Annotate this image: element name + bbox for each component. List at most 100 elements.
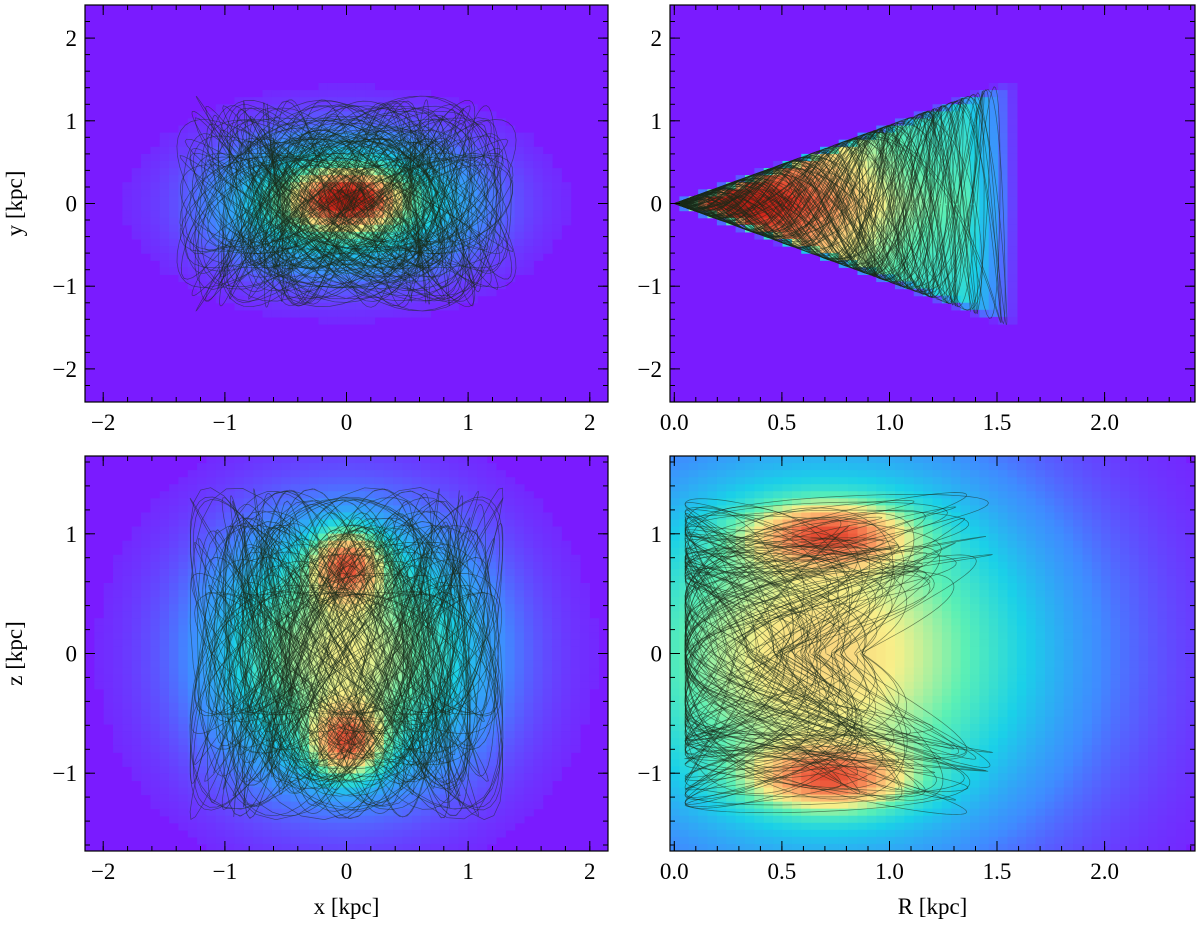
- heatmap-cell: [290, 639, 301, 648]
- orbit-traces: [176, 95, 517, 312]
- heatmap-cell: [514, 224, 525, 233]
- heatmap-cell: [318, 822, 329, 831]
- heatmap-cell: [505, 681, 516, 690]
- heatmap-cell: [178, 253, 189, 261]
- heatmap-cell: [337, 189, 348, 198]
- heatmap-cell: [309, 829, 320, 838]
- heatmap-cell: [923, 111, 934, 120]
- heatmap-cell: [402, 463, 413, 471]
- heatmap-cell: [150, 724, 161, 732]
- heatmap-cell: [449, 822, 460, 831]
- heatmap-cell: [169, 203, 179, 212]
- heatmap-cell: [281, 787, 292, 796]
- heatmap-cell: [141, 716, 151, 725]
- heatmap-cell: [225, 794, 236, 803]
- heatmap-cell: [215, 526, 226, 535]
- heatmap-cell: [206, 815, 217, 824]
- heatmap-cell: [346, 295, 357, 304]
- heatmap-cell: [290, 463, 301, 471]
- heatmap-cell: [542, 646, 553, 655]
- heatmap-cell: [988, 90, 999, 98]
- heatmap-cell: [150, 681, 161, 690]
- heatmap-cell: [159, 801, 170, 810]
- heatmap-cell: [215, 653, 226, 662]
- heatmap-cell: [579, 667, 590, 676]
- heatmap-cell: [346, 182, 357, 190]
- heatmap-cell: [941, 231, 952, 240]
- heatmap-cell: [150, 498, 161, 506]
- heatmap-cell: [327, 561, 338, 570]
- heatmap-cell: [346, 815, 357, 824]
- heatmap-cell: [1007, 253, 1018, 261]
- heatmap-cell: [234, 498, 245, 506]
- heatmap-cell: [113, 731, 123, 739]
- heatmap-cell: [178, 238, 189, 247]
- heatmap-cell: [505, 153, 516, 162]
- heatmap-cell: [1007, 316, 1018, 325]
- heatmap-cell: [159, 695, 170, 704]
- heatmap-cell: [542, 224, 553, 233]
- heatmap-cell: [402, 808, 413, 817]
- heatmap-cell: [393, 111, 404, 120]
- heatmap-cell: [449, 210, 460, 219]
- heatmap-cell: [206, 196, 217, 205]
- heatmap-cell: [477, 752, 488, 760]
- heatmap-cell: [393, 505, 404, 514]
- heatmap-cell: [141, 519, 151, 528]
- heatmap-cell: [197, 597, 208, 605]
- heatmap-cell: [253, 787, 264, 796]
- heatmap-cell: [206, 146, 217, 155]
- heatmap-cell: [467, 246, 478, 254]
- heatmap-cell: [477, 231, 488, 240]
- heatmap-cell: [187, 554, 198, 563]
- heatmap-cell: [533, 253, 544, 261]
- heatmap-cell: [197, 815, 208, 824]
- heatmap-cell: [913, 146, 924, 155]
- heatmap-cell: [402, 491, 413, 499]
- heatmap-cell: [486, 470, 497, 478]
- heatmap-cell: [533, 660, 544, 669]
- heatmap-cell: [495, 118, 506, 127]
- heatmap-cell: [941, 189, 952, 198]
- heatmap-cell: [122, 681, 133, 690]
- heatmap-cell: [290, 125, 301, 134]
- heatmap-cell: [225, 547, 236, 556]
- heatmap-cell: [533, 597, 544, 605]
- heatmap-cell: [159, 702, 170, 711]
- heatmap-cell: [253, 146, 264, 155]
- heatmap-cell: [514, 597, 525, 605]
- heatmap-cell: [187, 639, 198, 648]
- heatmap-cell: [346, 533, 357, 542]
- heatmap-cell: [533, 667, 544, 676]
- heatmap-cell: [988, 125, 999, 134]
- heatmap-cell: [225, 681, 236, 690]
- heatmap-cell: [477, 168, 488, 176]
- heatmap-cell: [197, 238, 208, 247]
- heatmap-cell: [327, 829, 338, 838]
- heatmap-cell: [533, 533, 544, 542]
- heatmap-cell: [215, 625, 226, 633]
- heatmap-cell: [365, 456, 376, 464]
- heatmap-cell: [243, 794, 254, 803]
- heatmap-cell: [234, 787, 245, 796]
- heatmap-cell: [225, 780, 236, 789]
- heatmap-cell: [561, 561, 572, 570]
- heatmap-cell: [225, 829, 236, 838]
- heatmap-cell: [393, 822, 404, 831]
- heatmap-cell: [486, 632, 497, 640]
- heatmap-cell: [1007, 203, 1018, 212]
- heatmap-cell: [505, 731, 516, 739]
- heatmap-cell: [346, 316, 357, 325]
- heatmap-cell: [103, 688, 114, 697]
- heatmap-cell: [523, 512, 534, 521]
- heatmap-cell: [234, 288, 245, 297]
- heatmap-cell: [215, 759, 226, 767]
- heatmap-cell: [505, 203, 516, 212]
- heatmap-cell: [234, 808, 245, 817]
- heatmap-cell: [495, 787, 506, 796]
- heatmap-cell: [178, 491, 189, 499]
- heatmap-cell: [141, 653, 151, 662]
- orbit-line: [198, 537, 495, 769]
- heatmap-cell: [178, 246, 189, 254]
- heatmap-cell: [225, 267, 236, 275]
